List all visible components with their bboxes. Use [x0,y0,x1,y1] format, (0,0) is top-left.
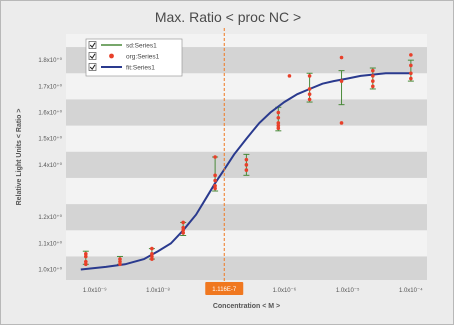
data-point [307,74,312,78]
data-point [287,74,292,78]
data-point [371,79,375,83]
ec50-marker[interactable]: 1.116E-7 [205,28,244,295]
data-point [276,110,281,115]
data-point [118,262,122,267]
y-tick-label: 1.0x10⁺⁰ [38,267,62,274]
data-point [244,163,249,167]
check-icon [89,42,96,49]
legend-label: fit:Series1 [126,64,155,71]
data-point [276,115,281,120]
x-tick-label: 1.0x10⁻⁶ [273,287,297,294]
data-point [244,157,249,162]
fit-line [80,72,411,271]
data-point [84,252,88,256]
check-icon [89,64,96,71]
data-point [150,252,154,256]
legend[interactable]: sd:Series1 org:Series1 fit:Series1 [85,38,183,77]
data-point [213,183,217,188]
data-point [118,257,122,261]
error-bar [338,70,345,106]
data-point [150,257,154,261]
plot-band [66,177,427,205]
data-point [84,262,88,267]
y-tick-label: 1.8x10⁺⁰ [38,57,62,64]
data-points [84,53,413,267]
data-point [371,74,375,78]
data-point [84,254,88,259]
legend-label: sd:Series1 [126,42,157,49]
x-axis-label: Concentration < M > [213,303,280,310]
data-point [213,155,217,159]
y-tick-label: 1.5x10⁺⁰ [38,136,62,143]
data-point [181,225,185,230]
legend-entry[interactable]: sd:Series1 [88,41,157,50]
data-point [276,126,281,131]
legend-entry[interactable]: org:Series1 [88,52,160,61]
data-point [307,97,312,102]
data-point [339,121,344,125]
marker-label-box[interactable] [205,282,244,295]
y-tick-label: 1.2x10⁺⁰ [38,214,62,221]
data-point [213,173,217,178]
data-point [409,53,413,57]
data-point [150,254,154,259]
y-axis-label: Relative Light Units < Ratio > [16,109,23,206]
y-tick-label: 1.4x10⁺⁰ [38,162,62,169]
x-tick-label: 1.0x10⁻⁴ [399,287,423,294]
data-point [213,178,217,183]
legend-label: org:Series1 [126,53,160,60]
data-point [213,186,217,191]
marker-label: 1.116E-7 [212,287,237,293]
legend-entry[interactable]: fit:Series1 [88,63,155,72]
data-point [244,168,249,172]
data-point [181,231,185,235]
data-point [181,228,185,233]
data-point [339,79,344,83]
data-point [150,246,154,251]
data-point [409,76,413,81]
x-tick-label: 1.0x10⁻⁵ [336,287,360,294]
fit-curve [80,72,411,271]
legend-checkbox[interactable] [88,63,97,71]
data-point [339,55,344,60]
x-tick-label: 1.0x10⁻⁹ [83,287,107,294]
plot-band [66,73,427,100]
y-tick-label: 1.6x10⁺⁰ [38,110,62,117]
plot-band [66,230,427,257]
data-point [371,68,375,73]
y-tick-label: 1.1x10⁺⁰ [38,240,62,247]
chart-title: Max. Ratio < proc NC > [154,9,302,25]
legend-swatch [109,53,114,59]
data-point [181,220,185,225]
data-point [307,92,312,96]
y-tick-labels: 1.0x10⁺⁰ 1.1x10⁺⁰ 1.2x10⁺⁰ 1.4x10⁺⁰ 1.5x10⁺⁰… [38,57,62,273]
data-point [276,121,281,125]
data-point [276,123,281,128]
x-tick-labels: 1.0x10⁻⁹1.0x10⁻⁸1.0x10⁻⁷1.0x10⁻⁶1.0x10⁻⁵… [83,287,423,294]
data-point [409,71,413,76]
data-point [118,259,122,264]
check-icon [89,53,96,60]
data-point [84,259,88,264]
legend-checkbox[interactable] [88,41,97,49]
x-tick-label: 1.0x10⁻⁸ [146,287,170,294]
data-point [307,87,312,91]
data-point [371,84,375,89]
y-tick-label: 1.7x10⁺⁰ [38,83,62,90]
legend-checkbox[interactable] [88,52,97,60]
data-point [409,63,413,68]
